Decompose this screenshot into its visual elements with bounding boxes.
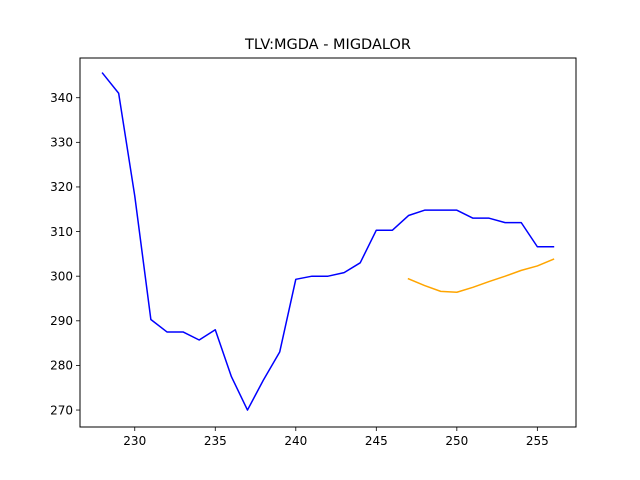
y-tick-label: 310 [50,225,73,239]
y-tick-label: 320 [50,180,73,194]
x-tick-label: 245 [365,434,388,448]
y-tick-label: 300 [50,269,73,283]
x-tick-label: 255 [526,434,549,448]
y-tick-label: 330 [50,136,73,150]
chart-title: TLV:MGDA - MIGDALOR [244,37,411,53]
y-tick-label: 290 [50,314,73,328]
x-tick-label: 240 [284,434,307,448]
y-tick-label: 270 [50,403,73,417]
y-tick-label: 340 [50,91,73,105]
x-tick-label: 230 [123,434,146,448]
y-tick-label: 280 [50,359,73,373]
x-tick-label: 250 [445,434,468,448]
x-tick-label: 235 [204,434,227,448]
